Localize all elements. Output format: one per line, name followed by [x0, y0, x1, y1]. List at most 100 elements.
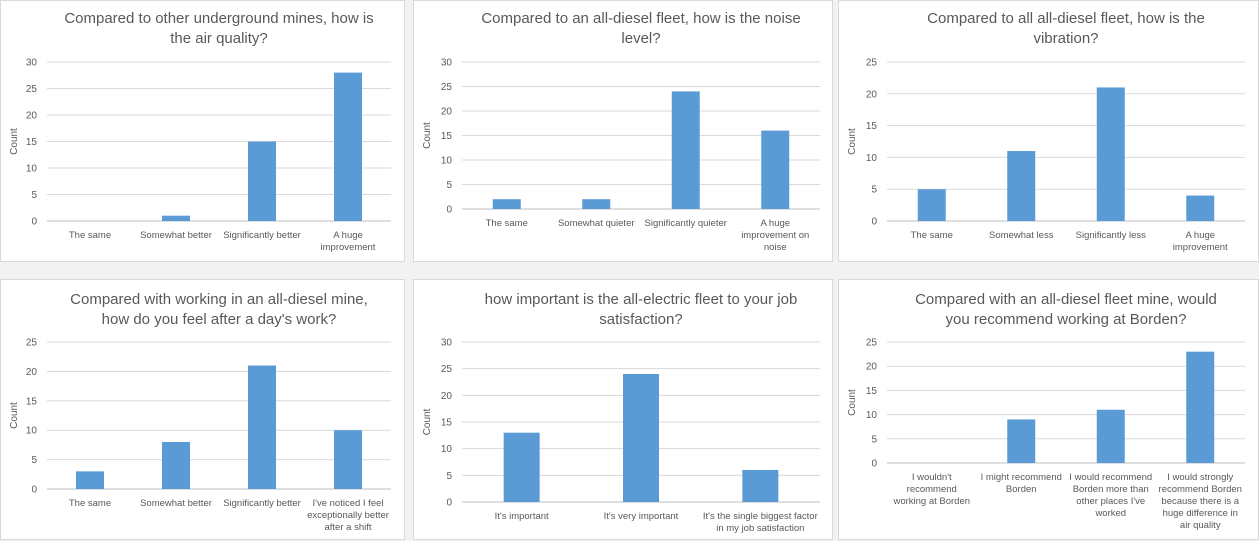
x-category-label: The same [69, 230, 111, 241]
y-tick-label: 10 [26, 426, 38, 437]
y-tick-label: 0 [446, 498, 452, 509]
y-axis-label: Count [9, 128, 20, 155]
bar [492, 199, 521, 209]
y-tick-label: 25 [26, 84, 38, 95]
bar [503, 432, 540, 502]
x-category-label: exceptionally better [307, 510, 389, 521]
chart-title: level? [621, 30, 660, 47]
y-tick-label: 15 [26, 396, 38, 407]
x-category-label: other places I've [1076, 496, 1145, 507]
chart-title: Compared with an all-diesel fleet mine, … [915, 291, 1217, 308]
x-category-label: I might recommend [981, 472, 1062, 483]
y-tick-label: 20 [441, 391, 453, 402]
x-category-label: Significantly quieter [645, 218, 727, 229]
y-axis-label: Count [847, 128, 858, 155]
chart-svg: Compared to all all-diesel fleet, how is… [847, 10, 1245, 253]
y-tick-label: 0 [871, 217, 877, 228]
y-axis-label: Count [847, 389, 858, 416]
chart-title: Compared with working in an all-diesel m… [70, 291, 368, 308]
y-tick-label: 5 [871, 185, 877, 196]
bar [1007, 151, 1036, 221]
bar [162, 441, 190, 489]
chart-panel-air-quality: Compared to other underground mines, how… [0, 0, 405, 262]
x-category-label: I would strongly [1167, 472, 1233, 483]
y-tick-label: 5 [446, 471, 452, 482]
y-tick-label: 10 [866, 153, 878, 164]
chart-title: Compared to all all-diesel fleet, how is… [927, 10, 1205, 27]
chart-title: vibration? [1033, 30, 1098, 47]
y-tick-label: 0 [446, 205, 452, 216]
bar [1096, 87, 1125, 221]
y-tick-label: 25 [866, 58, 878, 69]
bar [76, 471, 104, 489]
bar [162, 215, 190, 221]
y-tick-label: 20 [26, 367, 38, 378]
bar [761, 130, 790, 209]
x-category-label: Somewhat less [989, 230, 1054, 241]
y-tick-label: 30 [26, 58, 38, 69]
x-category-label: A huge [1185, 230, 1215, 241]
chart-panel-job-satisfaction: how important is the all-electric fleet … [413, 279, 833, 540]
y-tick-label: 20 [866, 362, 878, 373]
chart-title: you recommend working at Borden? [946, 311, 1187, 328]
chart-panel-noise-level: Compared to an all-diesel fleet, how is … [413, 0, 833, 262]
y-tick-label: 10 [441, 156, 453, 167]
x-category-label: The same [69, 498, 111, 509]
bar [248, 365, 276, 489]
x-category-label: I wouldn't [912, 472, 952, 483]
x-category-label: It's the single biggest factor [703, 511, 818, 522]
x-category-label: worked [1094, 508, 1126, 519]
x-category-label: recommend Borden [1159, 484, 1242, 495]
x-category-label: improvement [321, 242, 376, 253]
chart-title: how do you feel after a day's work? [102, 311, 337, 328]
y-tick-label: 30 [441, 338, 453, 349]
y-tick-label: 15 [441, 131, 453, 142]
x-category-label: A huge [760, 218, 790, 229]
y-tick-label: 25 [866, 338, 878, 349]
bar [248, 141, 276, 221]
x-category-label: The same [486, 218, 528, 229]
y-tick-label: 15 [866, 121, 878, 132]
x-category-label: It's very important [604, 511, 679, 522]
x-category-label: I would recommend [1069, 472, 1152, 483]
y-tick-label: 5 [31, 190, 37, 201]
chart-panel-after-work: Compared with working in an all-diesel m… [0, 279, 405, 540]
x-category-label: after a shift [325, 522, 372, 533]
y-tick-label: 0 [871, 459, 877, 470]
chart-panel-recommend-borden: Compared with an all-diesel fleet mine, … [838, 279, 1259, 540]
y-tick-label: 15 [866, 386, 878, 397]
y-tick-label: 5 [871, 434, 877, 445]
y-tick-label: 5 [31, 455, 37, 466]
bar [1186, 351, 1215, 463]
chart-title: Compared to other underground mines, how… [64, 10, 373, 27]
y-tick-label: 30 [441, 58, 453, 69]
x-category-label: huge difference in [1163, 508, 1238, 519]
y-tick-label: 20 [866, 89, 878, 100]
x-category-label: working at Borden [892, 496, 970, 507]
x-category-label: I've noticed I feel [313, 498, 384, 509]
chart-title: satisfaction? [599, 311, 682, 328]
chart-title: Compared to an all-diesel fleet, how is … [481, 10, 800, 27]
x-category-label: improvement on [741, 230, 809, 241]
y-tick-label: 25 [26, 338, 38, 349]
x-category-label: because there is a [1161, 496, 1239, 507]
x-category-label: The same [911, 230, 953, 241]
chart-svg: Compared with working in an all-diesel m… [9, 291, 391, 533]
y-axis-label: Count [422, 122, 433, 149]
y-tick-label: 20 [26, 111, 38, 122]
x-category-label: Somewhat better [140, 230, 212, 241]
y-tick-label: 10 [441, 444, 453, 455]
y-tick-label: 25 [441, 364, 453, 375]
x-category-label: It's important [495, 511, 549, 522]
y-tick-label: 0 [31, 217, 37, 228]
bar [334, 430, 362, 489]
y-tick-label: 10 [866, 410, 878, 421]
chart-svg: Compared to other underground mines, how… [9, 10, 391, 253]
chart-title: how important is the all-electric fleet … [485, 291, 798, 308]
y-tick-label: 20 [441, 107, 453, 118]
x-category-label: recommend [907, 484, 957, 495]
x-category-label: Borden [1006, 484, 1037, 495]
bar [1007, 419, 1036, 463]
x-category-label: Borden more than [1073, 484, 1149, 495]
y-tick-label: 5 [446, 180, 452, 191]
